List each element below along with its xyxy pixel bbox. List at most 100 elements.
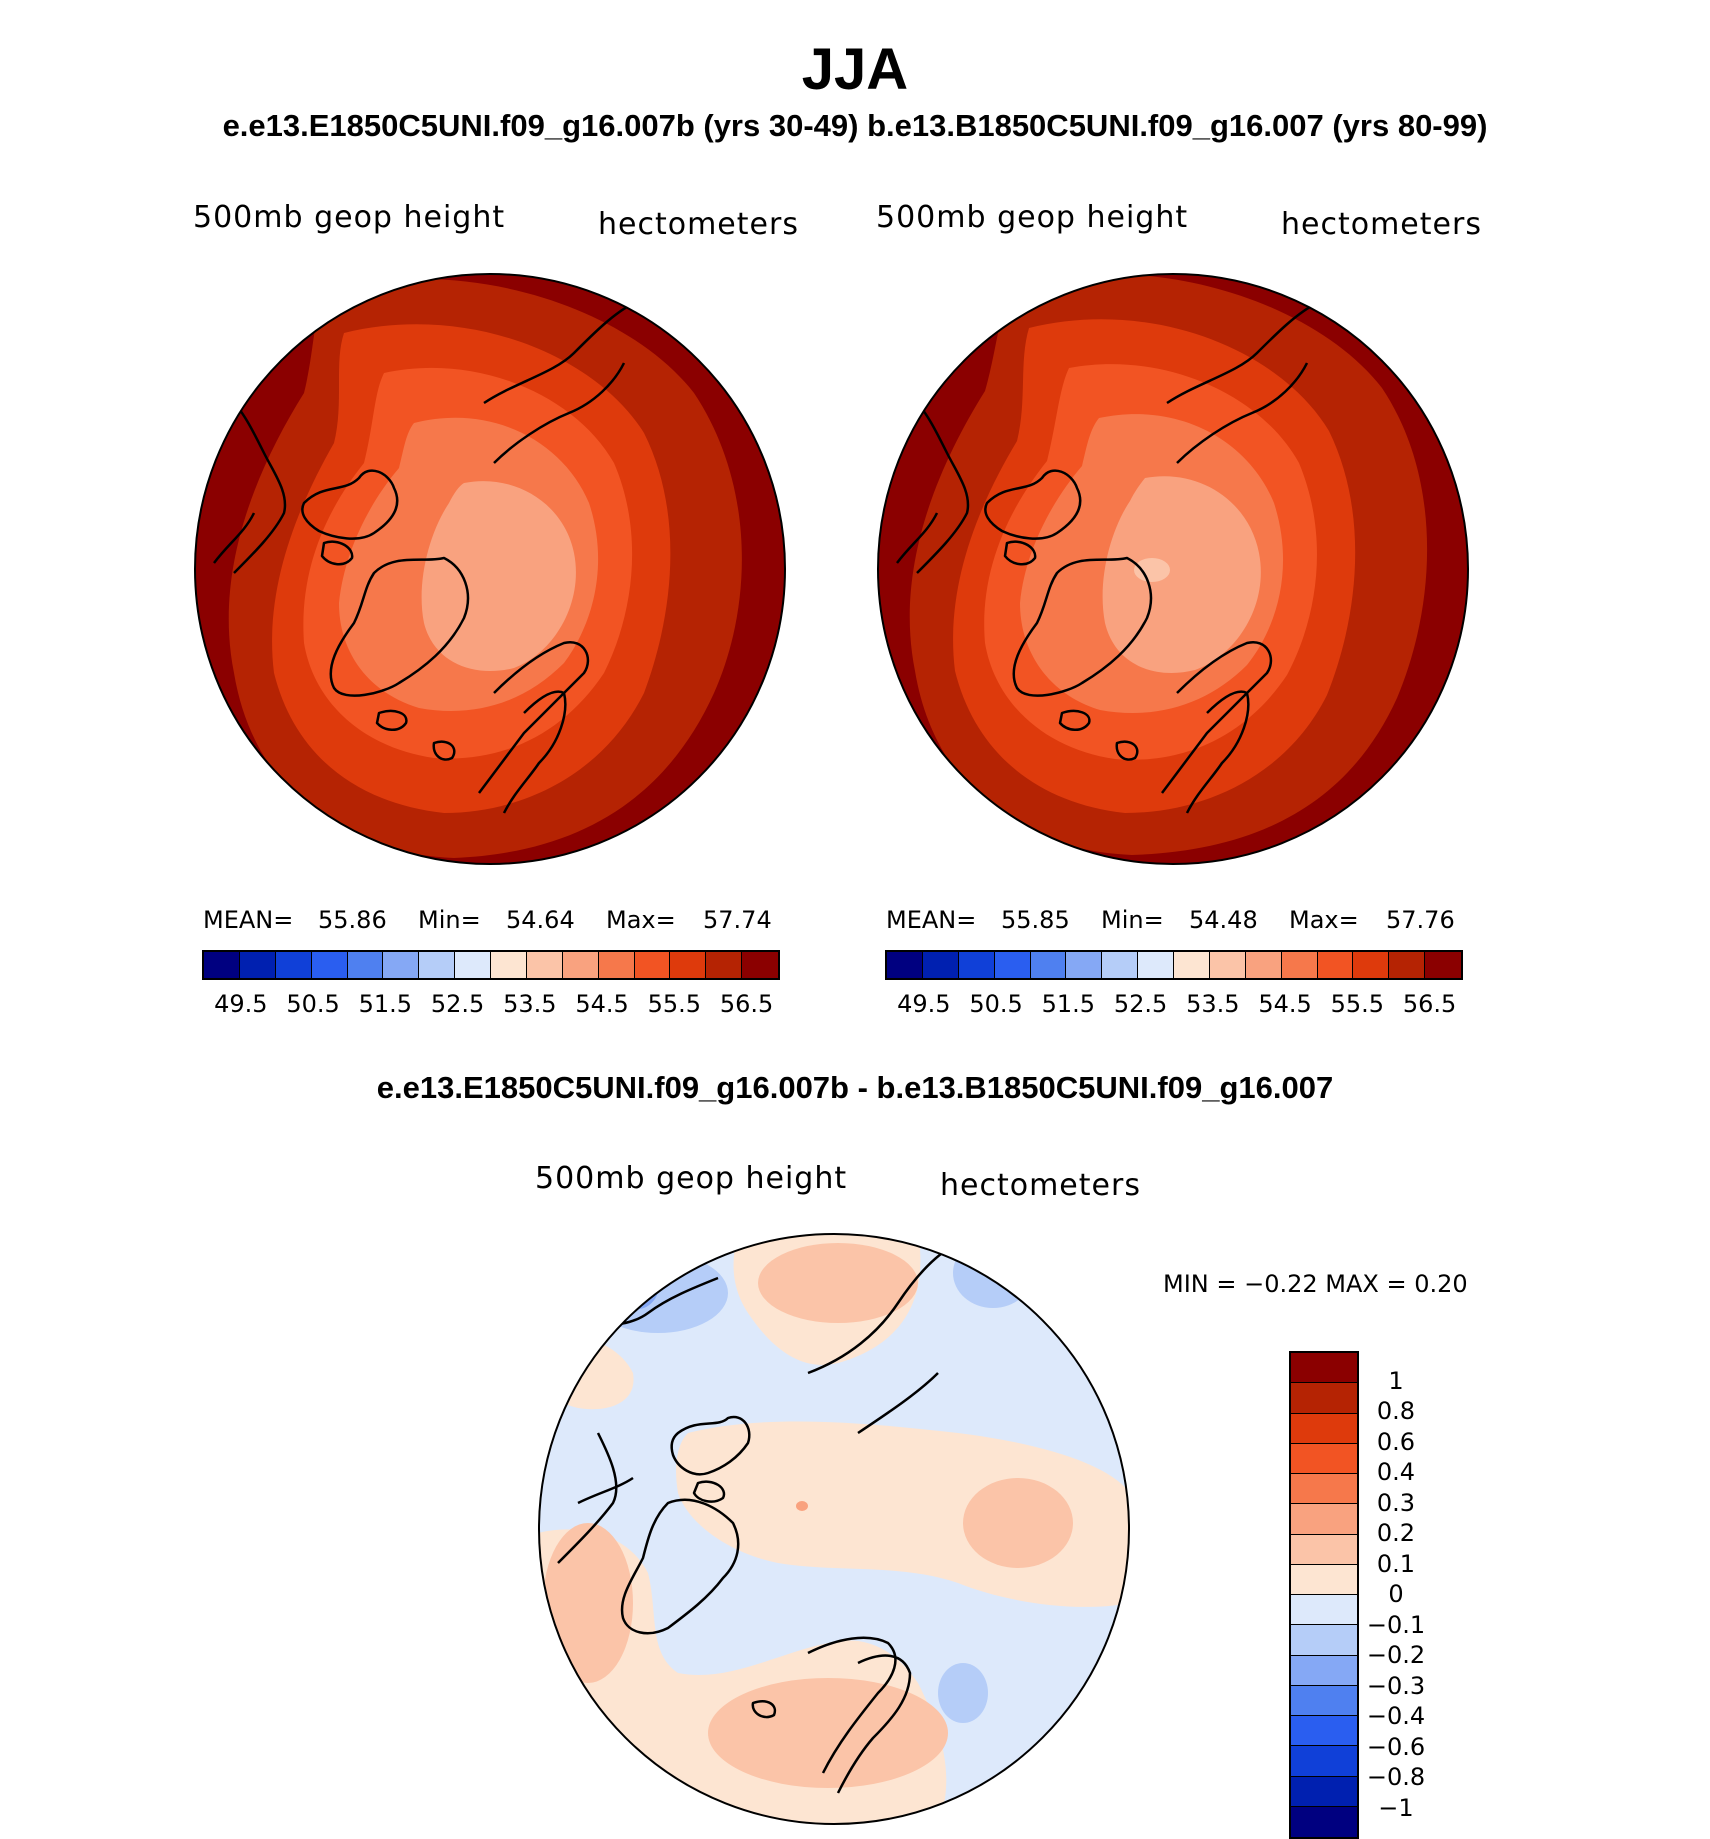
colorbar-swatch xyxy=(1291,1655,1357,1686)
siberia-coastline xyxy=(807,1241,959,1435)
diff-variable-label: 500mb geop height xyxy=(535,1161,848,1196)
colorbar-swatch xyxy=(419,952,456,978)
colorbar-swatch xyxy=(1291,1413,1357,1444)
iceland-coastline xyxy=(375,709,408,731)
colorbar-tick-label: 52.5 xyxy=(430,990,485,1018)
colorbar-tick-label: 56.5 xyxy=(1402,990,1457,1018)
colorbar-tick-label: −0.6 xyxy=(1366,1732,1426,1761)
colorbar-swatch xyxy=(1291,1504,1357,1535)
colorbar-swatch xyxy=(887,952,923,978)
colorbar-swatch xyxy=(994,952,1031,978)
north-america-coastline xyxy=(896,402,970,574)
colorbar-swatch xyxy=(347,952,384,978)
colorbar-swatch xyxy=(1030,952,1067,978)
left-units-label: hectometers xyxy=(598,207,799,242)
colorbar-tick-label: 49.5 xyxy=(897,990,951,1018)
left-mean-label: MEAN= xyxy=(203,906,294,934)
colorbar-tick-label: −0.1 xyxy=(1366,1610,1426,1639)
subtitle: e.e13.E1850C5UNI.f09_g16.007b (yrs 30-49… xyxy=(222,108,1488,143)
contour-0-2-dot xyxy=(796,1501,808,1511)
contour-0-1-east xyxy=(963,1478,1073,1568)
contour-0-1-north xyxy=(758,1243,918,1323)
colorbar-swatch xyxy=(1291,1776,1357,1807)
colorbar-swatch xyxy=(1066,952,1103,978)
colorbar-tick-label: 56.5 xyxy=(719,990,774,1018)
greenland-coastline xyxy=(329,556,470,697)
colorbar-swatch xyxy=(634,952,671,978)
colorbar-swatch xyxy=(1291,1474,1357,1505)
right-mean-label: MEAN= xyxy=(886,906,977,934)
left-colorbar xyxy=(202,950,780,980)
colorbar-tick-label: −0.4 xyxy=(1366,1702,1426,1730)
colorbar-swatch xyxy=(455,952,491,978)
colorbar-tick-label: −0.3 xyxy=(1366,1671,1426,1700)
siberia-coastline xyxy=(1166,301,1318,464)
colorbar-tick-label: 0.3 xyxy=(1376,1488,1416,1517)
colorbar-tick-label: 51.5 xyxy=(1041,990,1096,1018)
europe-coastline xyxy=(751,1636,897,1774)
colorbar-tick-label: 50.5 xyxy=(969,990,1023,1018)
colorbar-swatch xyxy=(706,952,743,978)
colorbar-tick-label: 54.5 xyxy=(575,990,629,1018)
left-max-label: Max= xyxy=(606,906,676,934)
right-min-label: Min= xyxy=(1101,906,1164,934)
scandinavia-coastline xyxy=(502,690,567,814)
left-polar-map xyxy=(194,273,786,865)
left-variable-label: 500mb geop height xyxy=(193,200,506,235)
right-polar-map xyxy=(877,273,1469,865)
colorbar-tick-label: 55.5 xyxy=(647,990,702,1018)
canadian-archipelago-coastline xyxy=(670,1415,751,1503)
colorbar-swatch xyxy=(383,952,420,978)
siberia-coastline xyxy=(483,301,635,464)
right-colorbar xyxy=(885,950,1463,980)
colorbar-swatch xyxy=(1102,952,1139,978)
colorbar-tick-label: 53.5 xyxy=(503,990,557,1018)
colorbar-swatch xyxy=(1291,1353,1357,1384)
scandinavia-coastline xyxy=(836,1654,912,1794)
greenland-coastline xyxy=(1012,556,1153,697)
colorbar-tick-label: 0.8 xyxy=(1376,1397,1416,1425)
greenland-coastline xyxy=(620,1498,740,1635)
colorbar-tick-label: 0.4 xyxy=(1376,1458,1416,1486)
europe-coastline xyxy=(432,640,590,794)
right-variable-label: 500mb geop height xyxy=(876,200,1189,235)
colorbar-swatch xyxy=(598,952,635,978)
colorbar-tick-label: 55.5 xyxy=(1330,990,1385,1018)
colorbar-tick-label: −0.2 xyxy=(1366,1641,1426,1669)
europe-coastline xyxy=(1115,640,1273,794)
colorbar-tick-label: 1 xyxy=(1388,1366,1404,1395)
colorbar-swatch xyxy=(1281,952,1318,978)
scandinavia-coastline xyxy=(1185,690,1250,814)
right-min-value: 54.48 xyxy=(1189,906,1258,934)
colorbar-swatch xyxy=(1291,1806,1357,1837)
colorbar-swatch xyxy=(1291,1383,1357,1414)
colorbar-tick-label: 53.5 xyxy=(1186,990,1240,1018)
right-units-label: hectometers xyxy=(1281,207,1482,242)
difference-title: e.e13.E1850C5UNI.f09_g16.007b - b.e13.B1… xyxy=(376,1070,1334,1105)
colorbar-swatch xyxy=(275,952,312,978)
colorbar-swatch xyxy=(1245,952,1282,978)
right-mean-value: 55.85 xyxy=(1001,906,1070,934)
colorbar-tick-label: 0.1 xyxy=(1376,1549,1416,1578)
left-max-value: 57.74 xyxy=(703,906,772,934)
colorbar-swatch xyxy=(1317,952,1354,978)
canadian-archipelago-coastline xyxy=(984,469,1082,566)
colorbar-tick-label: −1 xyxy=(1378,1793,1414,1822)
colorbar-swatch xyxy=(239,952,276,978)
colorbar-tick-label: 49.5 xyxy=(214,990,268,1018)
canadian-archipelago-coastline xyxy=(301,469,399,566)
colorbar-swatch xyxy=(1291,1443,1357,1474)
left-min-label: Min= xyxy=(418,906,481,934)
contour-0-1-south xyxy=(708,1678,948,1788)
colorbar-swatch xyxy=(1425,952,1461,978)
contour-0-1-southwest xyxy=(543,1523,633,1683)
contour-minus-0-2-west xyxy=(616,1253,660,1309)
colorbar-swatch xyxy=(958,952,995,978)
north-america-coastline xyxy=(557,1432,634,1564)
main-title: JJA xyxy=(801,37,909,102)
colorbar-swatch xyxy=(1291,1625,1357,1656)
contour-54-0 xyxy=(1102,476,1261,673)
colorbar-swatch xyxy=(1138,952,1174,978)
contour-53-5 xyxy=(1134,558,1170,582)
colorbar-swatch xyxy=(1353,952,1390,978)
